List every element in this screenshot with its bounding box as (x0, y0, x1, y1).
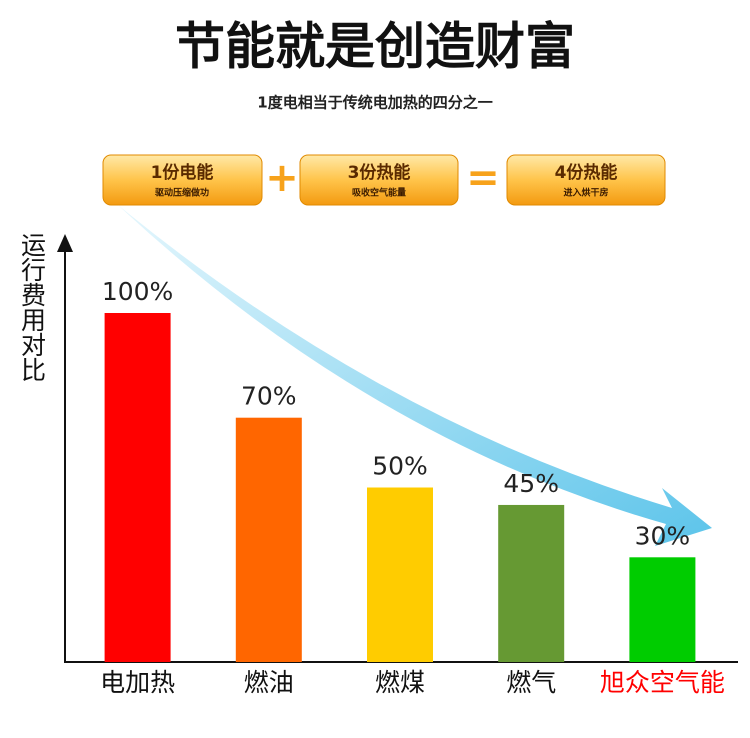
bar (498, 504, 565, 662)
formula-title: 3份热能 (348, 162, 411, 183)
x-tick-label: 燃油 (244, 668, 294, 697)
bar (235, 417, 302, 662)
x-tick-label: 燃气 (506, 668, 556, 697)
trend-arrow (118, 205, 712, 546)
x-tick-label: 旭众空气能 (600, 668, 725, 697)
value-label: 50% (372, 452, 428, 481)
formula-box (299, 154, 459, 206)
chart-subtitle: 1度电相当于传统电加热的四分之一 (257, 94, 492, 112)
value-label: 45% (503, 469, 559, 498)
value-label: 100% (102, 277, 173, 306)
y-axis-arrow (57, 234, 73, 252)
bar (629, 557, 696, 662)
x-tick-label: 燃煤 (375, 668, 425, 697)
formula-box (102, 154, 263, 206)
formula-sub: 驱动压缩做功 (155, 187, 209, 199)
formula-op: + (265, 155, 299, 201)
formula-op: = (466, 155, 500, 201)
formula-title: 4份热能 (555, 162, 618, 183)
formula-sub: 进入烘干房 (563, 187, 608, 199)
formula-box (506, 154, 666, 206)
x-tick-label: 电加热 (100, 668, 175, 697)
chart-title: 节能就是创造财富 (175, 18, 575, 76)
formula-title: 1份电能 (151, 162, 214, 183)
formula: 1份电能 驱动压缩做功 + 3份热能 吸收空气能量 = 4份热能 进入烘干房 (102, 154, 666, 206)
y-axis-label: 运行费用对比 (18, 232, 47, 382)
value-label: 30% (635, 521, 691, 550)
value-label: 70% (241, 382, 297, 411)
bar (367, 487, 433, 662)
formula-sub: 吸收空气能量 (352, 187, 406, 199)
bar (104, 313, 171, 662)
